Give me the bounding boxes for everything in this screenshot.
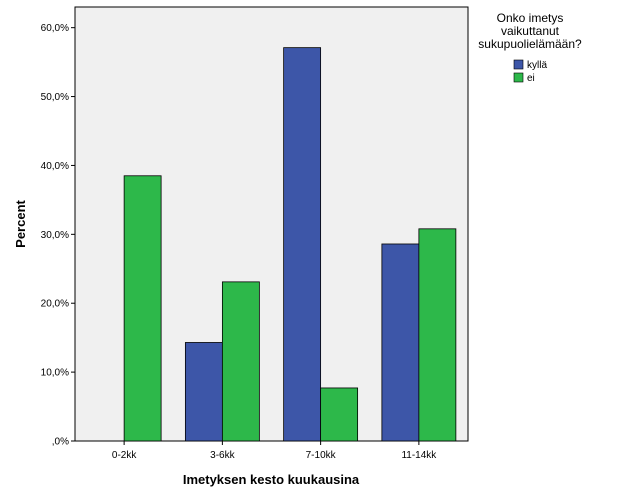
- x-axis-ticks: 0-2kk 3-6kk 7-10kk 11-14kk: [112, 441, 437, 461]
- bar-ei-02kk: [123, 175, 162, 442]
- x-axis-title: Imetyksen kesto kuukausina: [183, 472, 360, 487]
- x-tick-label: 7-10kk: [306, 450, 337, 461]
- y-tick-label: 20,0%: [41, 299, 69, 310]
- legend-title-line-1: Onko imetys: [497, 11, 564, 25]
- legend-swatch-kylla: [513, 59, 524, 70]
- legend-label-kylla: kyllä: [527, 60, 547, 71]
- legend-title-line-3: sukupuolielämään?: [478, 37, 582, 51]
- bar-kyll-710kk: [283, 47, 322, 442]
- y-tick-label: ,0%: [52, 437, 69, 448]
- y-tick-label: 10,0%: [41, 368, 69, 379]
- y-axis-ticks: ,0% 10,0% 20,0% 30,0% 40,0% 50,0% 60,0%: [41, 23, 75, 448]
- legend-label-ei: ei: [527, 73, 535, 84]
- legend-swatch-ei: [513, 72, 524, 83]
- y-tick-label: 60,0%: [41, 23, 69, 34]
- bar-kyll-1114kk: [381, 243, 420, 442]
- y-tick-label: 40,0%: [41, 161, 69, 172]
- bar-kyll-36kk: [184, 342, 223, 442]
- y-tick-label: 30,0%: [41, 230, 69, 241]
- bar-ei-36kk: [221, 281, 260, 442]
- legend: Onko imetys vaikuttanut sukupuolielämään…: [478, 11, 582, 84]
- legend-title-line-2: vaikuttanut: [501, 24, 560, 38]
- x-tick-label: 0-2kk: [112, 450, 137, 461]
- y-axis-title: Percent: [13, 199, 28, 247]
- x-tick-label: 11-14kk: [401, 450, 437, 461]
- bar-ei-1114kk: [418, 228, 457, 442]
- x-tick-label: 3-6kk: [210, 450, 235, 461]
- bars: [123, 47, 457, 442]
- bar-ei-710kk: [320, 387, 359, 442]
- y-tick-label: 50,0%: [41, 92, 69, 103]
